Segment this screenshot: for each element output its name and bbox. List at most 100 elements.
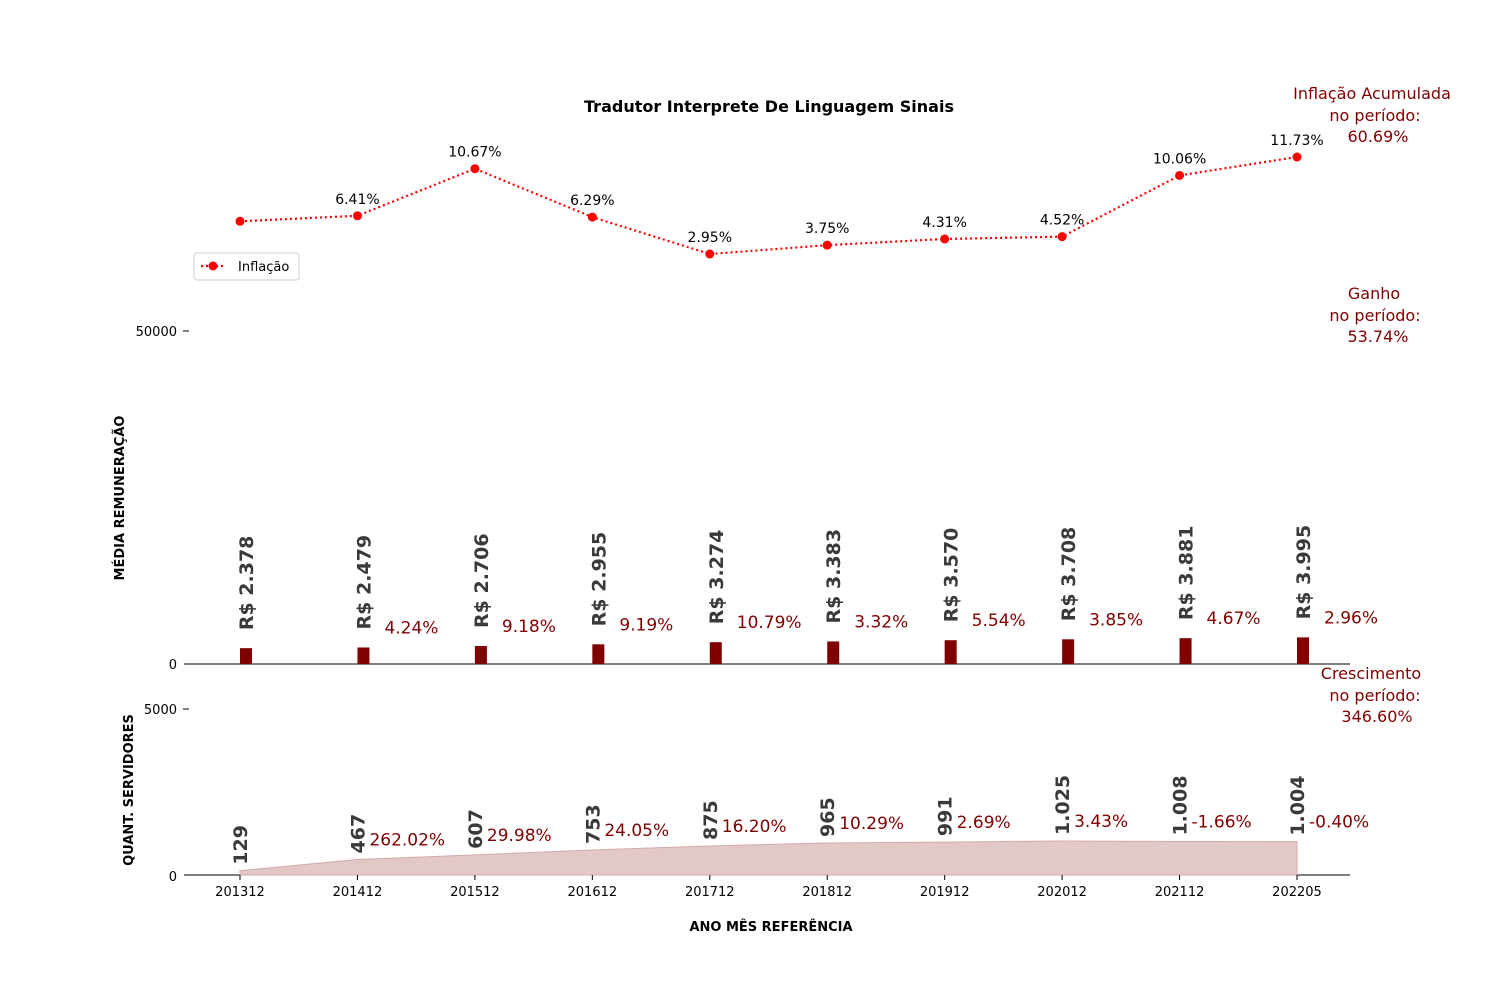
salary-gain-line-1: Ganho — [1348, 284, 1400, 303]
value-labels-layer: 6.41% 10.67% 6.29% 2.95% 3.75% 4.31% 4.52% 10.0… — [230, 133, 1378, 865]
salary-value-label: R$ 3.881 — [1176, 526, 1198, 621]
staff-growth-label: 262.02% — [369, 830, 445, 850]
salary-growth-label: 5.54% — [972, 611, 1026, 631]
staff-value-label: 1.008 — [1170, 775, 1192, 835]
x-tick-label: 201312 — [215, 885, 265, 900]
salary-bar — [1297, 637, 1309, 664]
inflation-point — [1057, 232, 1067, 242]
x-tick-label: 201912 — [920, 885, 970, 900]
x-tick-label: 201512 — [450, 885, 500, 900]
x-tick-label: 201712 — [685, 885, 735, 900]
staff-growth-label: 2.69% — [957, 813, 1011, 833]
staff-value-label: 753 — [582, 804, 604, 844]
salary-value-label: R$ 2.479 — [353, 535, 375, 630]
staff-growth-label: -0.40% — [1309, 813, 1369, 833]
staff-growth-line-3: 346.60% — [1341, 707, 1412, 726]
salary-gain-line-2: no período: — [1329, 306, 1420, 325]
salary-bar — [709, 642, 722, 664]
staff-value-label: 875 — [700, 800, 722, 840]
staff-growth-label: 24.05% — [604, 821, 669, 841]
inflation-point-label: 6.29% — [570, 193, 614, 209]
salary-bar — [944, 640, 957, 664]
staff-value-label: 467 — [347, 814, 369, 854]
inflation-point — [940, 234, 950, 244]
inflation-point-label: 4.52% — [1040, 213, 1084, 229]
staff-value-label: 1.025 — [1052, 775, 1074, 835]
x-ticks-layer: 201312 201412 201512 201612 201712 201812 2019… — [215, 875, 1322, 900]
staff-area-layer — [239, 840, 1298, 876]
staff-area — [239, 840, 1298, 876]
staff-value-label: 607 — [465, 809, 487, 849]
x-tick-label: 202205 — [1272, 885, 1322, 900]
inflation-point-label: 2.95% — [688, 230, 732, 246]
staff-growth-label: -1.66% — [1192, 813, 1252, 833]
salary-value-label: R$ 3.274 — [706, 530, 728, 625]
inflation-point — [352, 211, 362, 221]
inflation-point — [587, 212, 597, 222]
salary-value-label: R$ 3.570 — [941, 528, 963, 623]
salary-bar — [474, 645, 487, 664]
staff-growth-label: 16.20% — [722, 817, 787, 837]
inflation-point-label: 11.73% — [1270, 133, 1323, 149]
legend-box — [193, 252, 300, 281]
inflation-point-label: 10.06% — [1153, 151, 1206, 167]
x-tick-label: 201612 — [568, 885, 618, 900]
salary-growth-label: 2.96% — [1324, 608, 1378, 628]
salary-bar — [1179, 638, 1192, 664]
x-axis-label: ANO MÊS REFERÊNCIA — [689, 919, 852, 935]
staff-axis-label: QUANT. SERVIDORES — [122, 714, 137, 866]
staff-value-label: 965 — [817, 797, 839, 837]
inflation-line — [239, 155, 1298, 256]
salary-growth-label: 9.18% — [502, 617, 556, 637]
salary-growth-label: 4.67% — [1207, 609, 1261, 629]
salary-value-label: R$ 2.706 — [471, 533, 493, 628]
staff-ytick-top: 5000 — [144, 703, 177, 718]
inflation-point-label: 6.41% — [335, 192, 379, 208]
salary-bar — [592, 644, 605, 664]
x-tick-label: 202112 — [1155, 885, 1205, 900]
inflation-point-label: 3.75% — [805, 221, 849, 237]
inflation-total-line-1: Inflação Acumulada — [1293, 84, 1451, 103]
salary-growth-label: 3.32% — [854, 612, 908, 632]
inflation-point — [235, 216, 245, 226]
salary-value-label: R$ 3.383 — [823, 529, 845, 624]
salary-bar — [240, 648, 252, 664]
staff-value-label: 1.004 — [1287, 776, 1309, 836]
salary-bar — [827, 641, 840, 664]
salary-growth-label: 10.79% — [737, 613, 802, 633]
salary-value-label: R$ 2.378 — [236, 536, 258, 631]
staff-growth-label: 3.43% — [1074, 812, 1128, 832]
staff-growth-line-2: no período: — [1329, 686, 1420, 705]
salary-bar — [1062, 639, 1075, 664]
staff-value-label: 129 — [230, 825, 252, 865]
salary-bars-layer — [240, 637, 1309, 664]
staff-growth-label: 10.29% — [839, 814, 904, 834]
salary-bar — [357, 647, 370, 664]
inflation-point — [1292, 152, 1302, 162]
inflation-point-label: 4.31% — [922, 215, 966, 231]
inflation-point — [470, 164, 480, 174]
salary-value-label: R$ 2.955 — [588, 532, 610, 627]
legend-marker — [208, 261, 218, 271]
salary-growth-label: 9.19% — [619, 615, 673, 635]
salary-gain-line-3: 53.74% — [1347, 327, 1408, 346]
salary-value-label: R$ 3.708 — [1058, 527, 1080, 622]
x-tick-label: 201812 — [802, 885, 852, 900]
staff-growth-line-1: Crescimento — [1321, 664, 1421, 683]
legend: Inflação — [193, 252, 300, 281]
inflation-point — [1175, 170, 1185, 180]
x-tick-label: 202012 — [1037, 885, 1087, 900]
salary-growth-label: 4.24% — [384, 618, 438, 638]
inflation-line-layer — [235, 152, 1302, 259]
x-tick-label: 201412 — [333, 885, 383, 900]
inflation-total-line-2: no período: — [1329, 106, 1420, 125]
legend-label-inflation: Inflação — [238, 260, 289, 275]
staff-ytick-zero: 0 — [169, 870, 177, 885]
salary-value-label: R$ 3.995 — [1293, 525, 1315, 620]
staff-growth-label: 29.98% — [487, 826, 552, 846]
staff-value-label: 991 — [935, 796, 957, 836]
chart-title: Tradutor Interprete De Linguagem Sinais — [584, 97, 954, 116]
salary-growth-label: 3.85% — [1089, 610, 1143, 630]
inflation-point — [822, 240, 832, 250]
